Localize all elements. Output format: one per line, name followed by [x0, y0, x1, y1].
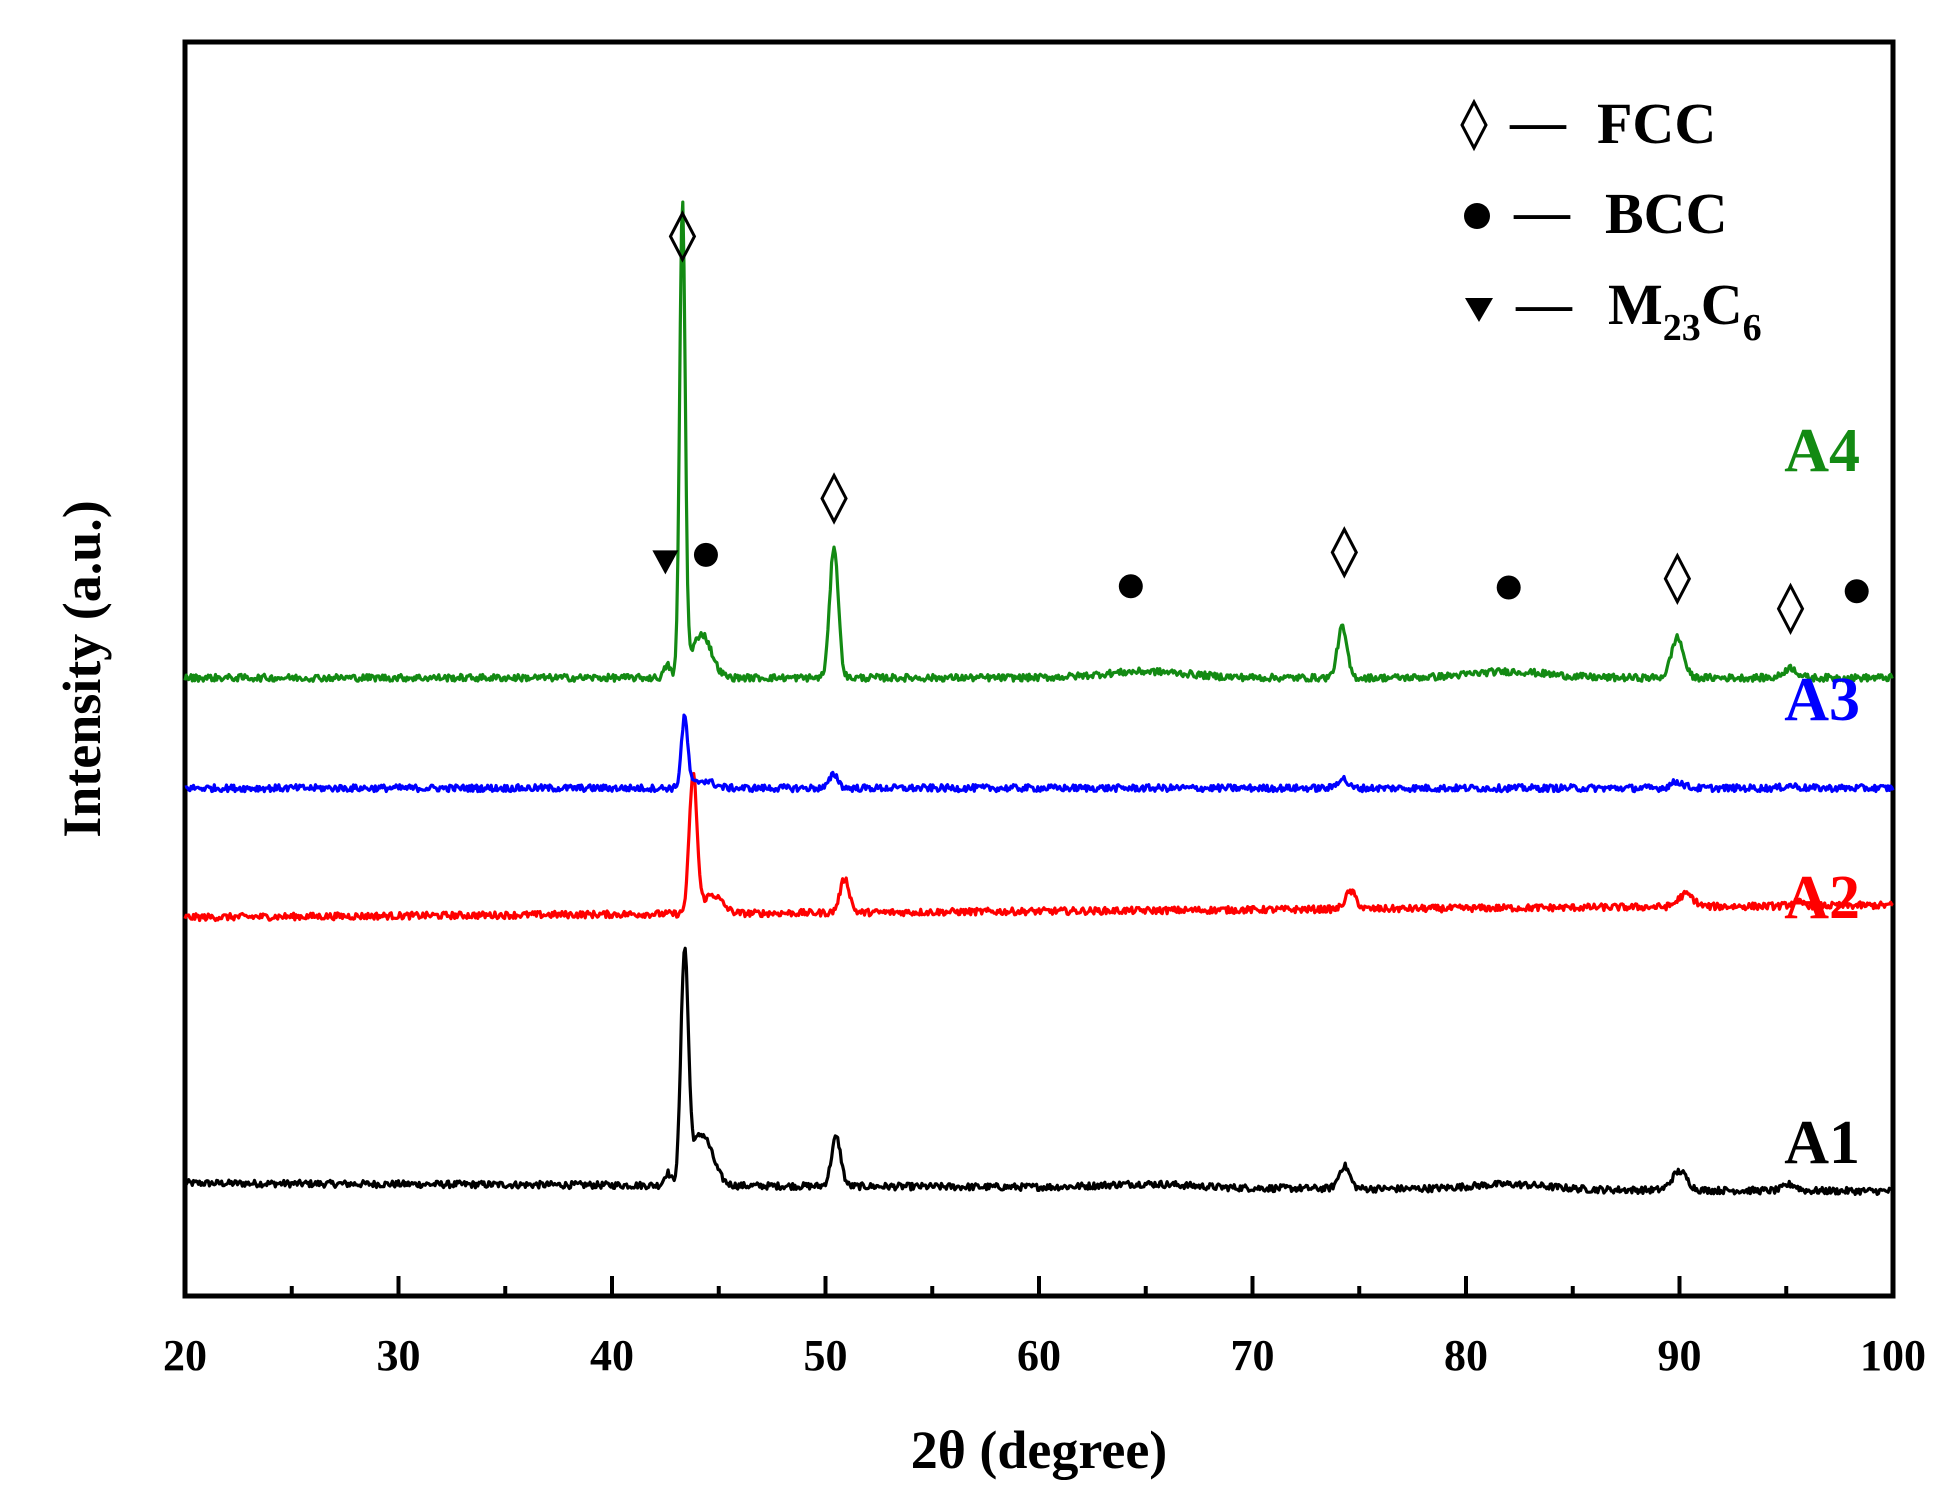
x-tick-label: 30: [377, 1331, 421, 1380]
bcc-circle-marker: [1496, 575, 1521, 600]
fcc-diamond-marker: [1663, 552, 1692, 605]
y-axis-label: Intensity (a.u.): [52, 500, 112, 838]
fcc-diamond-icon: [1460, 98, 1488, 152]
series-label-a4: A4: [1784, 417, 1860, 485]
x-tick-label: 70: [1231, 1331, 1275, 1380]
series-line-a1: [183, 946, 1894, 1196]
legend-label-fcc: FCC: [1597, 91, 1716, 156]
legend-label-m: M: [1608, 272, 1663, 337]
series-label-a3: A3: [1784, 666, 1860, 734]
series-labels: A1 A2 A3 A4: [1784, 417, 1860, 1177]
legend-label-sub-6: 6: [1743, 307, 1762, 349]
phase-markers: [652, 210, 1869, 636]
legend-entry-bcc: — BCC: [1464, 181, 1727, 246]
x-axis-ticks: [183, 1276, 1895, 1296]
legend-dash: —: [1509, 91, 1567, 153]
series-line-a4: [183, 200, 1894, 683]
bcc-circle-icon: [1464, 203, 1490, 229]
legend-label-bcc: BCC: [1605, 181, 1727, 246]
series-line-a2: [183, 771, 1894, 923]
series-label-a1: A1: [1784, 1109, 1860, 1177]
m23c6-triangle-marker: [652, 550, 679, 575]
x-tick-label: 20: [163, 1331, 207, 1380]
series-line-a3: [184, 713, 1895, 794]
m23c6-triangle-icon: [1465, 298, 1493, 322]
x-tick-label: 50: [804, 1331, 848, 1380]
legend-dash: —: [1513, 181, 1571, 243]
x-axis-tick-labels: 20 30 40 50 60 70 80 90 100: [163, 1331, 1926, 1380]
x-tick-label: 80: [1444, 1331, 1488, 1380]
legend-dash: —: [1515, 273, 1573, 335]
x-tick-label: 40: [590, 1331, 634, 1380]
x-tick-label: 60: [1017, 1331, 1061, 1380]
legend-entry-m23c6: — M23C6: [1465, 272, 1762, 349]
fcc-diamond-marker: [1776, 582, 1805, 636]
legend-label-m23c6: M23C6: [1608, 272, 1762, 349]
legend-entry-fcc: — FCC: [1460, 91, 1716, 156]
bcc-circle-marker: [1844, 579, 1869, 604]
bcc-circle-marker: [1118, 574, 1143, 599]
series-lines: [183, 200, 1895, 1196]
legend-label-c: C: [1701, 272, 1743, 337]
legend-label-sub-23: 23: [1663, 307, 1701, 349]
fcc-diamond-marker: [820, 472, 848, 525]
series-label-a2: A2: [1784, 864, 1860, 932]
x-axis-label: 2θ (degree): [911, 1420, 1168, 1480]
bcc-circle-marker: [693, 542, 718, 567]
legend: — FCC — BCC — M23C6: [1460, 91, 1762, 349]
x-tick-label: 100: [1860, 1331, 1926, 1380]
fcc-diamond-marker: [1330, 526, 1358, 579]
x-tick-label: 90: [1658, 1331, 1702, 1380]
fcc-diamond-marker: [668, 210, 697, 263]
